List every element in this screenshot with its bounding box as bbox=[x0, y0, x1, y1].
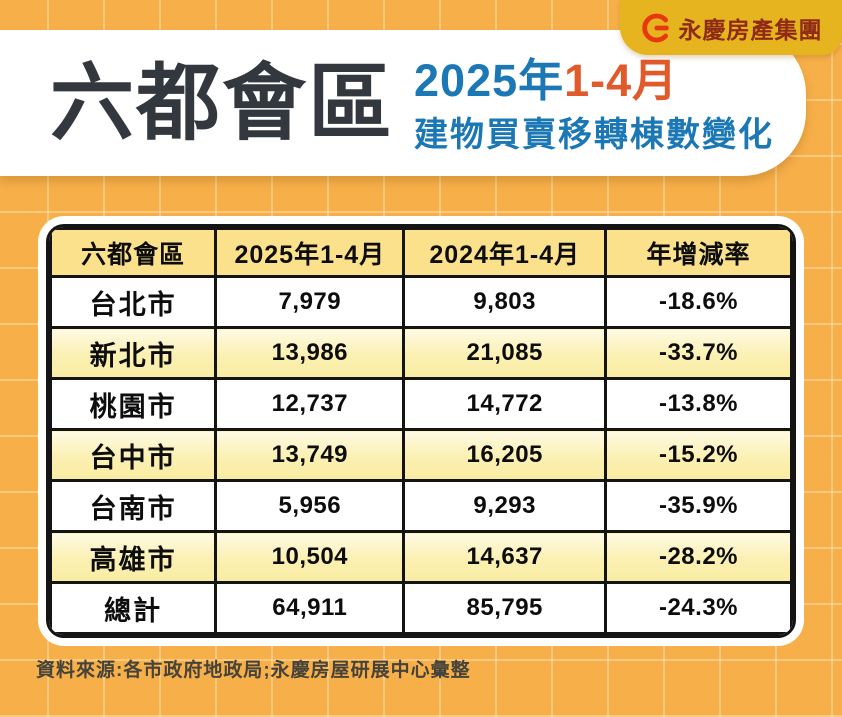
region-cell: 新北市 bbox=[49, 326, 218, 380]
value-cell: 64,911 bbox=[214, 581, 406, 635]
brand-name: 永慶房產集團 bbox=[678, 16, 823, 43]
value-cell: 5,956 bbox=[214, 479, 406, 533]
table-row: 桃園市 12,737 14,772 -13.8% bbox=[49, 377, 793, 431]
table-row: 台北市 7,979 9,803 -18.6% bbox=[49, 275, 793, 329]
table-body: 台北市 7,979 9,803 -18.6% 新北市 13,986 21,085 -33.7%… bbox=[49, 275, 793, 635]
region-cell: 台南市 bbox=[49, 479, 218, 533]
subtitle-text: 建物買賣移轉棟數變化 bbox=[414, 115, 775, 154]
column-header-2024: 2024年1-4月 bbox=[402, 227, 607, 278]
yungching-circle-g-icon bbox=[640, 12, 672, 44]
subtitle-period: 2025年1-4月 bbox=[414, 56, 774, 106]
value-cell: -28.2% bbox=[603, 530, 793, 584]
value-cell: 12,737 bbox=[214, 377, 406, 431]
table-row: 高雄市 10,504 14,637 -28.2% bbox=[49, 530, 793, 584]
table-row: 台南市 5,956 9,293 -35.9% bbox=[49, 479, 793, 533]
value-cell: 14,637 bbox=[402, 530, 607, 584]
value-cell: 16,205 bbox=[402, 428, 607, 482]
subtitle-block: 2025年1-4月 建物買賣移轉棟數變化 bbox=[414, 50, 774, 155]
region-cell: 桃園市 bbox=[49, 377, 218, 431]
region-cell: 台北市 bbox=[49, 275, 218, 329]
value-cell: -15.2% bbox=[603, 428, 793, 482]
source-note: 資料來源:各市政府地政局;永慶房屋研展中心彙整 bbox=[36, 660, 471, 681]
data-table: 六都會區 2025年1-4月 2024年1-4月 年增減率 台北市 7,979 9,… bbox=[49, 227, 793, 635]
subtitle-year: 2025年 bbox=[414, 55, 565, 107]
value-cell: 9,803 bbox=[402, 275, 607, 329]
value-cell: 21,085 bbox=[402, 326, 607, 380]
column-header-region: 六都會區 bbox=[49, 227, 218, 278]
column-header-2025: 2025年1-4月 bbox=[214, 227, 406, 278]
value-cell: -18.6% bbox=[603, 275, 793, 329]
value-cell: -35.9% bbox=[603, 479, 793, 533]
value-cell: 14,772 bbox=[402, 377, 607, 431]
value-cell: 13,986 bbox=[214, 326, 406, 380]
region-cell: 台中市 bbox=[49, 428, 218, 482]
data-table-frame: 六都會區 2025年1-4月 2024年1-4月 年增減率 台北市 7,979 9,… bbox=[46, 224, 796, 638]
region-cell: 高雄市 bbox=[49, 530, 218, 584]
data-table-container: 六都會區 2025年1-4月 2024年1-4月 年增減率 台北市 7,979 9,… bbox=[38, 216, 804, 646]
table-row: 台中市 13,749 16,205 -15.2% bbox=[49, 428, 793, 482]
table-row: 新北市 13,986 21,085 -33.7% bbox=[49, 326, 793, 380]
page-title: 六都會區 bbox=[50, 56, 395, 150]
value-cell: -33.7% bbox=[603, 326, 793, 380]
column-header-yoy: 年增減率 bbox=[603, 227, 793, 278]
brand-badge: 永慶房產集團 bbox=[620, 0, 842, 55]
value-cell: 7,979 bbox=[214, 275, 406, 329]
region-cell: 總計 bbox=[49, 581, 218, 635]
value-cell: -24.3% bbox=[603, 581, 793, 635]
subtitle-months: 1-4月 bbox=[564, 55, 679, 107]
table-header-row: 六都會區 2025年1-4月 2024年1-4月 年增減率 bbox=[49, 227, 793, 278]
value-cell: 10,504 bbox=[214, 530, 406, 584]
value-cell: 85,795 bbox=[402, 581, 607, 635]
value-cell: 9,293 bbox=[402, 479, 607, 533]
value-cell: 13,749 bbox=[214, 428, 406, 482]
value-cell: -13.8% bbox=[603, 377, 793, 431]
table-row-total: 總計 64,911 85,795 -24.3% bbox=[49, 581, 793, 635]
